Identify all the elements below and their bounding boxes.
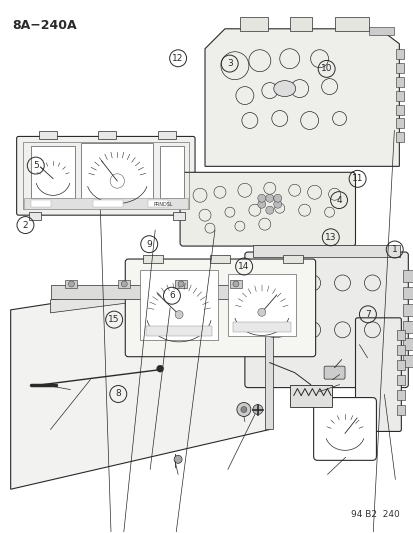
Text: 14: 14 [238, 262, 249, 271]
Bar [140, 270, 217, 340]
Circle shape [178, 281, 184, 287]
Bar [255, 265, 295, 300]
Bar [98, 132, 116, 140]
FancyBboxPatch shape [355, 318, 400, 431]
Bar [118, 280, 130, 288]
Circle shape [257, 200, 265, 208]
FancyBboxPatch shape [323, 366, 344, 379]
Bar [395, 133, 404, 142]
Circle shape [233, 281, 238, 287]
Bar [368, 27, 394, 35]
FancyBboxPatch shape [180, 172, 355, 246]
Circle shape [156, 365, 163, 372]
Bar [93, 200, 123, 207]
Bar [158, 132, 176, 140]
Text: 13: 13 [324, 233, 336, 242]
Bar [23, 142, 189, 209]
Circle shape [252, 405, 262, 415]
Bar [396, 330, 404, 340]
Bar [396, 360, 404, 370]
Text: 12: 12 [172, 54, 183, 63]
Bar [395, 91, 404, 101]
Bar [209, 255, 229, 263]
FancyBboxPatch shape [125, 259, 315, 357]
Circle shape [240, 407, 246, 413]
Bar [65, 280, 77, 288]
Circle shape [273, 200, 281, 208]
FancyBboxPatch shape [244, 252, 407, 387]
Circle shape [121, 281, 127, 287]
Bar [289, 17, 311, 31]
Text: 3: 3 [226, 59, 232, 68]
Bar [148, 200, 168, 207]
Bar [264, 290, 272, 430]
Circle shape [265, 206, 273, 214]
FancyBboxPatch shape [17, 136, 195, 215]
Text: PRNDSL: PRNDSL [153, 201, 173, 207]
Bar [395, 77, 404, 86]
Circle shape [174, 455, 182, 463]
Circle shape [236, 402, 250, 416]
Bar [160, 147, 184, 198]
Bar [289, 385, 331, 407]
Text: 10: 10 [320, 64, 332, 74]
Text: 11: 11 [351, 174, 363, 183]
Bar [28, 212, 40, 220]
Circle shape [175, 311, 183, 319]
Bar [282, 255, 302, 263]
Circle shape [273, 194, 281, 202]
Circle shape [68, 281, 74, 287]
Bar [402, 354, 412, 367]
Bar [395, 49, 404, 59]
Circle shape [257, 194, 265, 202]
Bar [402, 304, 412, 316]
Bar [233, 322, 290, 332]
FancyBboxPatch shape [313, 398, 375, 461]
Text: 8A−240A: 8A−240A [13, 19, 77, 32]
Bar [255, 310, 295, 342]
Bar [175, 280, 187, 288]
Polygon shape [204, 29, 399, 166]
Circle shape [257, 308, 265, 316]
Bar [402, 321, 412, 333]
Ellipse shape [273, 80, 295, 96]
Bar [252, 245, 399, 257]
Bar [402, 287, 412, 299]
Text: 94 B2  240: 94 B2 240 [350, 510, 399, 519]
Bar [334, 17, 368, 31]
Bar [31, 147, 75, 198]
Bar [396, 345, 404, 354]
Bar [402, 338, 412, 350]
Text: 9: 9 [146, 240, 152, 249]
Text: 2: 2 [23, 221, 28, 230]
Bar [146, 326, 211, 336]
Bar [229, 280, 241, 288]
Text: 5: 5 [33, 161, 38, 170]
Circle shape [265, 194, 273, 202]
Bar [24, 198, 188, 209]
Polygon shape [11, 270, 269, 489]
Bar [31, 200, 50, 207]
Bar [396, 375, 404, 385]
Text: 1: 1 [391, 245, 396, 254]
Bar [395, 104, 404, 115]
Bar [50, 285, 267, 299]
Text: 8: 8 [115, 390, 121, 399]
Bar [239, 17, 267, 31]
Bar [38, 132, 56, 140]
Bar [395, 118, 404, 128]
Bar [228, 274, 295, 336]
Bar [396, 405, 404, 415]
Bar [402, 270, 412, 282]
Bar [81, 143, 153, 201]
Text: 15: 15 [108, 315, 120, 324]
Text: 6: 6 [169, 291, 174, 300]
Bar [143, 255, 163, 263]
Text: 7: 7 [364, 310, 370, 319]
Bar [395, 63, 404, 72]
Bar [396, 390, 404, 400]
Polygon shape [50, 272, 267, 313]
Text: 4: 4 [335, 196, 341, 205]
Bar [173, 212, 185, 220]
